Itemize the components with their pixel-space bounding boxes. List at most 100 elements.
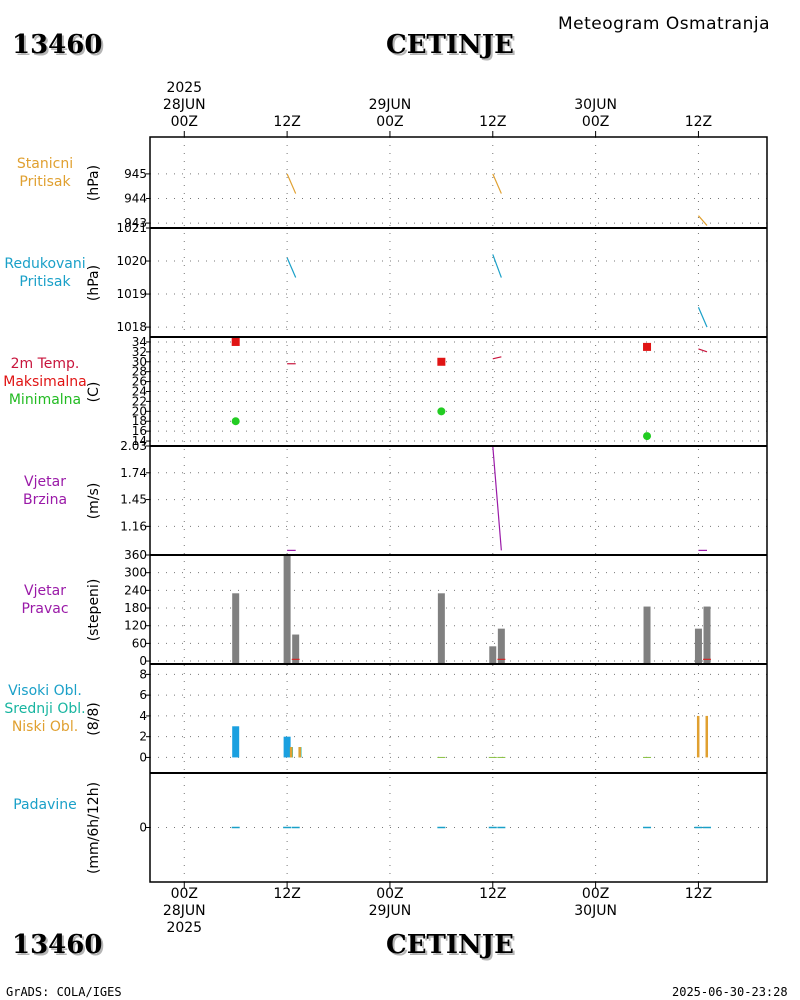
- tmax-marker: [231, 337, 240, 346]
- temperature-tick-label: 28: [132, 365, 147, 379]
- panel-label-line: Visoki Obl.: [8, 682, 82, 699]
- wind-direction-tick-label: 360: [124, 548, 147, 562]
- wind-direction-tick-label: 120: [124, 619, 147, 633]
- footer-timestamp: 2025-06-30-23:28: [672, 985, 788, 999]
- temperature-tick-label: 30: [132, 355, 147, 369]
- temperature-tick-label: 16: [132, 424, 147, 438]
- temperature-tick-label: 20: [132, 404, 147, 418]
- station-name-bottom: CETINJE: [386, 930, 514, 960]
- reduced-pressure-line: [492, 254, 502, 278]
- footer-credit: GrADS: COLA/IGES: [6, 985, 122, 999]
- time-label-line: 12Z: [479, 114, 507, 130]
- time-label-line: 00Z: [376, 886, 404, 902]
- wind-direction-bar: [283, 555, 291, 664]
- precipitation-tick-label: 0: [139, 821, 147, 835]
- wind-direction-bar: [292, 634, 300, 664]
- panel-label-line: Pravac: [21, 600, 69, 617]
- wind-direction-tick-label: 240: [124, 583, 147, 597]
- cloud-low-bar: [289, 747, 293, 758]
- panel-label-line: Maksimalna: [3, 373, 87, 390]
- temperature-tick-label: 14: [132, 434, 147, 448]
- time-label-line: 28JUN: [162, 903, 206, 919]
- reduced-pressure-line: [697, 307, 708, 328]
- wind-speed-tick-label: 2.03: [120, 439, 147, 453]
- panel-label: Padavine: [0, 796, 105, 814]
- temperature-tick-label: 22: [132, 394, 147, 408]
- time-label: 12Z: [658, 886, 738, 903]
- temperature-trace: [698, 348, 708, 353]
- temperature-tick-label: 18: [132, 414, 147, 428]
- station-pressure-line: [286, 173, 297, 194]
- panel-label-line: Vjetar: [24, 473, 66, 490]
- time-label: 00Z 28JUN 2025: [144, 886, 224, 937]
- panel-label-line: 2m Temp.: [10, 355, 80, 372]
- time-label-line: 28JUN: [162, 97, 206, 113]
- tmin-marker: [231, 417, 240, 426]
- temperature-trace: [492, 356, 502, 360]
- time-label-line: 30JUN: [574, 97, 617, 113]
- time-label: 30JUN 00Z: [556, 97, 636, 131]
- panel-label: Vjetar Brzina: [0, 473, 105, 509]
- wind-direction-tick-label: 60: [132, 636, 147, 650]
- time-label: 12Z: [658, 114, 738, 131]
- reduced-pressure-tick-label: 1021: [116, 221, 147, 235]
- temperature-tick-label: 34: [132, 335, 147, 349]
- time-label-line: 30JUN: [574, 903, 617, 919]
- time-label-line: 12Z: [273, 886, 301, 902]
- wind-direction-bar: [497, 628, 505, 664]
- time-label-line: 29JUN: [368, 903, 412, 919]
- wind-speed-line: [492, 445, 502, 551]
- station-pressure-tick-label: 945: [124, 167, 147, 181]
- station-name-top: CETINJE: [386, 30, 514, 60]
- tmax-marker: [643, 342, 652, 351]
- panel-label: Stanicni Pritisak: [0, 155, 105, 191]
- station-pressure-tick-label: 944: [124, 191, 147, 205]
- panel-label-line: Minimalna: [8, 391, 82, 408]
- wind-direction-bar: [437, 593, 445, 664]
- wind-speed-tick-label: 1.74: [120, 466, 147, 480]
- panel-label-line: Niski Obl.: [11, 718, 79, 735]
- time-label: 00Z 30JUN: [556, 886, 636, 920]
- wind-direction-bar: [489, 646, 497, 664]
- tmin-marker: [437, 407, 446, 416]
- wind-direction-tick-label: 180: [124, 601, 147, 615]
- temperature-tick-label: 26: [132, 375, 147, 389]
- time-label-line: 29JUN: [368, 97, 412, 113]
- temperature-tick-label: 32: [132, 345, 147, 359]
- wind-speed-tick-label: 1.45: [120, 493, 147, 507]
- panel-label: 2m Temp. Maksimalna Minimalna: [0, 355, 105, 409]
- clouds-tick-label: 6: [139, 688, 147, 702]
- clouds-tick-label: 8: [139, 667, 147, 681]
- panel-label-line: Srednji Obl.: [4, 700, 86, 717]
- reduced-pressure-tick-label: 1018: [116, 320, 147, 334]
- time-label: 2025 28JUN 00Z: [144, 80, 224, 131]
- time-label: 12Z: [453, 114, 533, 131]
- clouds-tick-label: 0: [139, 750, 147, 764]
- time-label-line: 12Z: [684, 114, 713, 130]
- wind-direction-bar: [643, 606, 651, 664]
- time-label: 12Z: [247, 114, 327, 131]
- time-label: 29JUN 00Z: [350, 97, 430, 131]
- time-label-line: 00Z: [376, 114, 404, 130]
- wind-direction-bar: [703, 606, 711, 664]
- panel-label: Vjetar Pravac: [0, 582, 105, 618]
- panel-label-line: Pritisak: [19, 273, 71, 290]
- wind-direction-bar: [232, 593, 240, 664]
- panel-label: Redukovani Pritisak: [0, 255, 105, 291]
- plot-frame: [149, 136, 768, 883]
- time-label-line: 2025: [166, 920, 203, 936]
- panel-label-line: Brzina: [22, 491, 68, 508]
- station-pressure-line: [492, 173, 502, 194]
- reduced-pressure-tick-label: 1020: [116, 254, 147, 268]
- wind-direction-tick-label: 300: [124, 566, 147, 580]
- panel-label-line: Vjetar: [24, 582, 66, 599]
- panel-label-line: Redukovani: [4, 255, 86, 272]
- cloud-low-bar: [696, 715, 700, 758]
- cloud-high-bar: [232, 726, 240, 758]
- station-pressure-tick-label: 943: [124, 216, 147, 230]
- cloud-low-bar: [705, 715, 709, 758]
- reduced-pressure-line: [286, 257, 297, 278]
- tmax-marker: [437, 357, 446, 366]
- wind-speed-tick-label: 1.16: [120, 519, 147, 533]
